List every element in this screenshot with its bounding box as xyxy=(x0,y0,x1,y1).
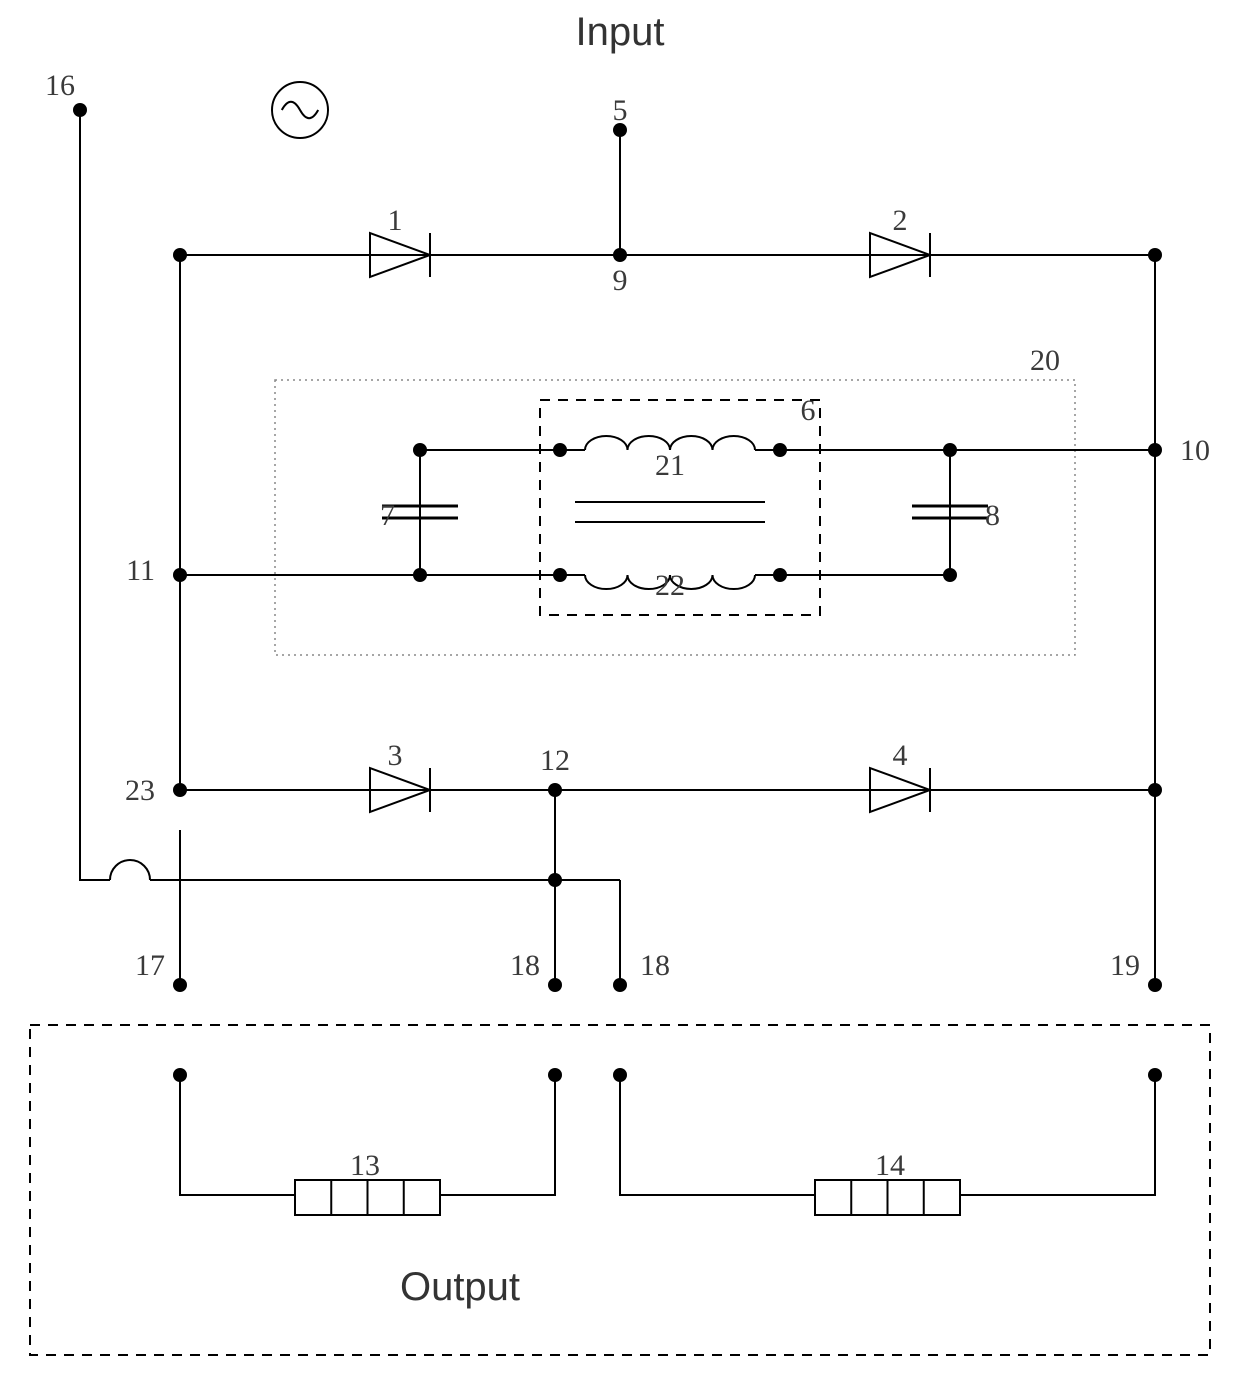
node-n12b xyxy=(548,873,562,887)
label-10-11: 10 xyxy=(1180,434,1210,467)
node-trBL xyxy=(553,568,567,582)
label-13-21: 13 xyxy=(350,1149,380,1182)
label-14-22: 14 xyxy=(875,1149,905,1182)
label-12-15: 12 xyxy=(540,744,570,777)
node-o18a xyxy=(548,1068,562,1082)
label-9-4: 9 xyxy=(613,264,628,297)
node-c8t xyxy=(943,443,957,457)
label-22-8: 22 xyxy=(655,569,685,602)
label-18-19: 18 xyxy=(640,949,670,982)
node-n23 xyxy=(173,783,187,797)
label-1-2: 1 xyxy=(388,204,403,237)
node-n11 xyxy=(173,568,187,582)
label-17-17: 17 xyxy=(135,949,165,982)
title-input: Input xyxy=(576,10,665,54)
node-n19 xyxy=(1148,978,1162,992)
label-18-18: 18 xyxy=(510,949,540,982)
node-c7b xyxy=(413,568,427,582)
node-n9 xyxy=(613,248,627,262)
node-trTL xyxy=(553,443,567,457)
node-n16 xyxy=(73,103,87,117)
node-o19 xyxy=(1148,1068,1162,1082)
node-c7t xyxy=(413,443,427,457)
node-o17 xyxy=(173,1068,187,1082)
label-6-6: 6 xyxy=(801,394,816,427)
node-n10 xyxy=(1148,443,1162,457)
title-output: Output xyxy=(400,1265,520,1309)
node-nTL xyxy=(173,248,187,262)
label-4-16: 4 xyxy=(893,739,908,772)
label-7-9: 7 xyxy=(380,499,395,532)
node-n12 xyxy=(548,783,562,797)
node-n18b xyxy=(613,978,627,992)
label-3-14: 3 xyxy=(388,739,403,772)
node-n17 xyxy=(173,978,187,992)
node-trBR xyxy=(773,568,787,582)
label-21-7: 21 xyxy=(655,449,685,482)
node-o18b xyxy=(613,1068,627,1082)
label-23-13: 23 xyxy=(125,774,155,807)
node-n18a xyxy=(548,978,562,992)
node-nBR xyxy=(1148,783,1162,797)
label-20-5: 20 xyxy=(1030,344,1060,377)
label-2-3: 2 xyxy=(893,204,908,237)
node-c8b xyxy=(943,568,957,582)
label-19-20: 19 xyxy=(1110,949,1140,982)
label-16-0: 16 xyxy=(45,69,75,102)
label-5-1: 5 xyxy=(613,94,628,127)
node-nTR xyxy=(1148,248,1162,262)
label-8-10: 8 xyxy=(985,499,1000,532)
label-11-12: 11 xyxy=(126,554,155,587)
node-trTR xyxy=(773,443,787,457)
